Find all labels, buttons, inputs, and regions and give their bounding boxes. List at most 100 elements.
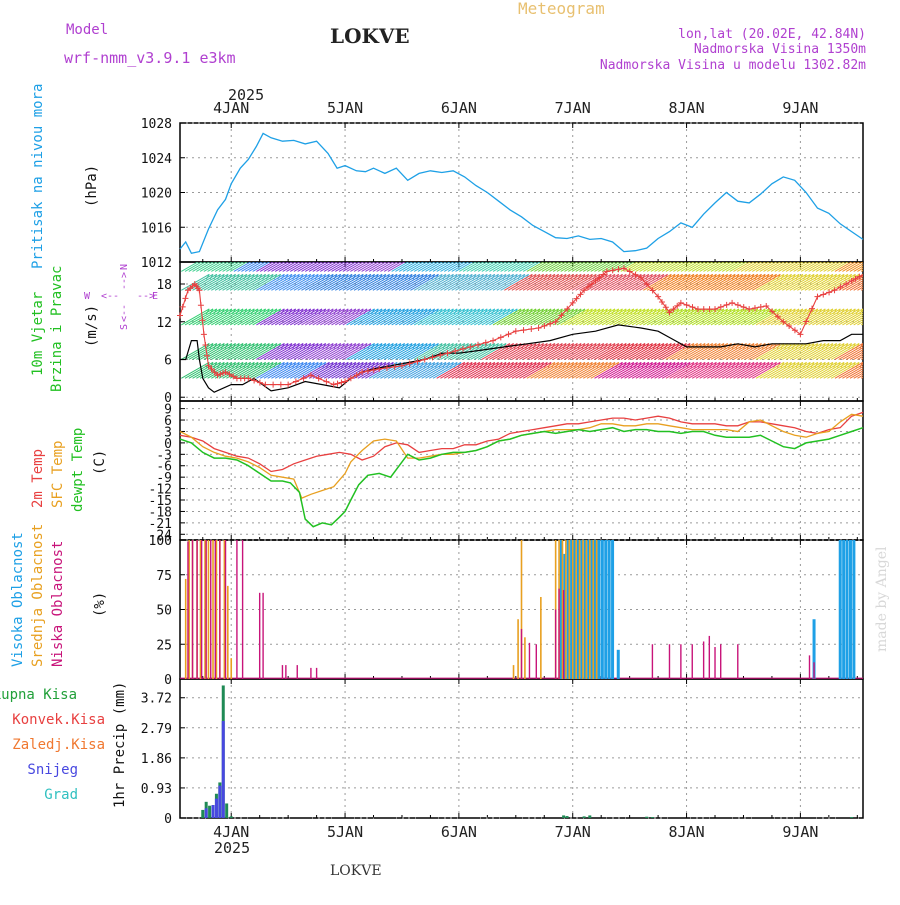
wind-barb-flag — [819, 255, 822, 260]
wind-barb — [594, 343, 623, 360]
wind-barb — [639, 308, 668, 326]
cloud-mid-bar — [199, 540, 202, 679]
wind-barb — [658, 361, 687, 379]
wind-barb — [353, 308, 383, 326]
wind-barb — [511, 308, 541, 326]
wind-barb — [301, 343, 330, 360]
wind-barb — [248, 273, 278, 291]
wind-barb — [815, 308, 845, 326]
wind-barb — [767, 262, 785, 272]
wind-barb — [830, 361, 860, 379]
wind-barb — [598, 273, 627, 291]
wind-barb — [571, 308, 601, 326]
wind-barb — [489, 361, 518, 379]
wind-barb — [785, 308, 815, 326]
wind-barb — [312, 361, 342, 379]
wind-barb — [316, 308, 345, 326]
wind-barb — [256, 361, 285, 379]
wind-barb — [293, 361, 323, 379]
wind-barb-flag — [822, 255, 825, 260]
wind-barb — [830, 262, 849, 272]
wind-barb — [413, 308, 443, 326]
wind-barb — [267, 273, 296, 291]
wind-barb — [534, 308, 563, 326]
cloud-low-bar — [554, 609, 557, 679]
wind-gust-marker — [717, 304, 724, 311]
wind-gust-marker — [179, 303, 186, 310]
wind-barb — [451, 262, 470, 272]
wind-gust-marker — [769, 308, 776, 315]
wind-barb — [259, 308, 289, 326]
wind-barb — [428, 308, 458, 326]
wind-barb — [631, 273, 661, 291]
day-label-top: 4JAN — [213, 99, 249, 117]
wind-barb — [519, 361, 548, 379]
wind-barb — [586, 361, 616, 379]
wind-barb — [507, 343, 537, 360]
wind-gust-marker — [330, 381, 337, 388]
wind-barb — [838, 345, 863, 360]
wind-barb — [658, 262, 676, 272]
wind-barb — [271, 361, 300, 379]
wind-barb-flag — [879, 255, 882, 260]
cloud-low-bar — [200, 540, 203, 679]
wind-barb — [203, 308, 233, 326]
wind-barb-flag — [544, 255, 547, 260]
wind-barb — [785, 361, 815, 379]
signature: made by Angel — [874, 546, 890, 652]
wind-barb — [789, 262, 808, 272]
wind-barb — [804, 308, 834, 326]
wind-barb — [274, 343, 304, 360]
wind-barb — [684, 308, 713, 326]
wind-barb — [706, 308, 736, 326]
wind-barb — [229, 308, 259, 326]
wind-barb-flag — [882, 343, 885, 348]
wind-barb — [740, 262, 759, 272]
wind-barb — [252, 262, 271, 272]
wind-barb-flag — [210, 255, 213, 260]
wind-barb-flag — [638, 255, 641, 260]
wind-gust-marker — [649, 287, 656, 294]
wind-barb — [244, 361, 274, 379]
wind-barb — [327, 343, 357, 360]
wind-barb — [417, 343, 447, 360]
wind-barb — [613, 361, 642, 379]
wind-barb — [534, 343, 563, 360]
wind-barb — [188, 361, 218, 379]
wind-barb — [567, 308, 597, 326]
wind-barb — [752, 262, 770, 272]
wind-barb — [620, 273, 650, 291]
wind-barb-flag — [308, 255, 311, 260]
wind-gust-marker — [856, 273, 863, 280]
sfc-temp-label: SFC Temp — [50, 441, 66, 508]
cloud-mid-bar — [568, 540, 571, 679]
cloud-ylabel: (%) — [92, 592, 108, 617]
wind-barb — [729, 308, 758, 326]
wind-barb — [252, 343, 281, 360]
wind-barb — [759, 262, 778, 272]
wind-barb — [605, 262, 624, 272]
wind-barb — [181, 308, 210, 326]
wind-barb — [342, 361, 372, 379]
wind-gust-marker — [674, 302, 681, 309]
wind-barb — [304, 308, 334, 326]
wind-barb — [470, 308, 499, 326]
wind-barb — [519, 343, 548, 360]
wind-barb — [504, 262, 522, 272]
wind-gust-marker — [347, 375, 354, 382]
temperature-ytick-label: -3 — [156, 448, 172, 463]
wind-barb — [763, 262, 782, 272]
wind-barb-flag — [758, 255, 761, 260]
wind-barb-flag — [668, 255, 671, 260]
wind-barb-flag — [522, 255, 525, 260]
wind-barb — [857, 286, 863, 291]
wind-barb-flag — [345, 255, 348, 260]
wind-barb — [443, 262, 462, 272]
wind-gust-marker — [285, 381, 292, 388]
wind-barb — [823, 308, 852, 326]
wind-barb — [650, 361, 680, 379]
wind-barb — [398, 273, 428, 291]
wind-gust-marker — [848, 277, 855, 284]
wind-barb — [661, 273, 691, 291]
precip-total-bar — [588, 815, 592, 818]
